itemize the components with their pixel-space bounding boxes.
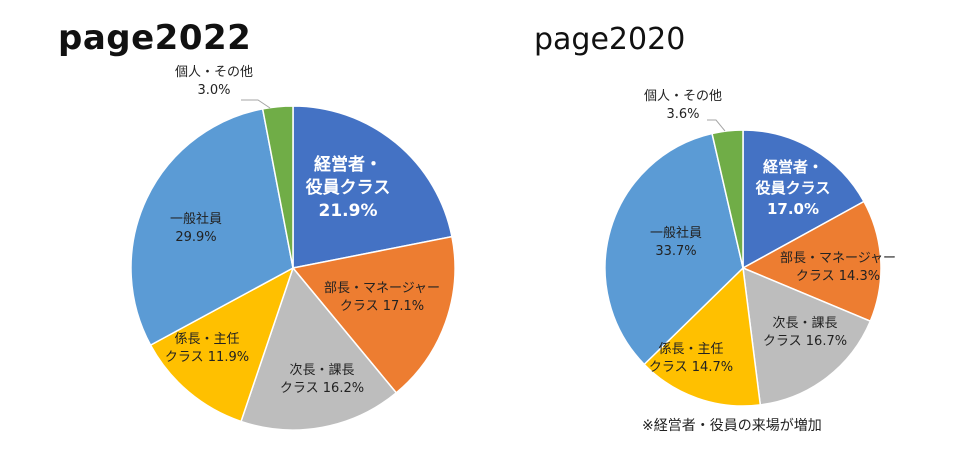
data-label-manager: 部長・マネージャークラス 14.3% xyxy=(780,251,896,284)
data-label-manager: 部長・マネージャークラス 17.1% xyxy=(324,281,440,314)
leader-line xyxy=(241,99,271,109)
leader-line xyxy=(707,119,726,132)
chart-title-2020: page2020 xyxy=(534,22,686,57)
pie-slice-staff xyxy=(130,107,294,347)
pie-slice-section_chief xyxy=(742,266,872,406)
pie-slice-other xyxy=(261,105,294,269)
data-label-staff: 一般社員 33.7% xyxy=(650,225,702,259)
footnote: ※経営者・役員の来場が増加 xyxy=(642,418,822,434)
pie-slice-supervisor xyxy=(643,266,762,407)
pie-slice-manager xyxy=(741,200,882,323)
data-label-supervisor: 係長・主任クラス 11.9% xyxy=(165,332,249,365)
pie-chart-page2020: 経営者・役員クラス 17.0% 部長・マネージャークラス 14.3% 次長・課長クラス… xyxy=(604,89,896,407)
pie-chart-page2022: 経営者・役員クラス 21.9% 部長・マネージャークラス 17.1% 次長・課長クラス… xyxy=(130,65,456,431)
data-label-other: 個人・その他 3.6% xyxy=(644,89,722,122)
data-label-supervisor: 係長・主任クラス 14.7% xyxy=(649,342,733,375)
pie-slice-staff xyxy=(604,132,744,366)
data-label-section_chief: 次長・課長クラス 16.2% xyxy=(280,362,364,396)
data-label-executive: 経営者・役員クラス 17.0% xyxy=(756,158,831,218)
pie-slice-executive xyxy=(292,105,453,269)
pie-slice-executive xyxy=(742,129,865,270)
data-label-staff: 一般社員 29.9% xyxy=(170,211,222,245)
pie-slice-other xyxy=(711,129,744,269)
chart-title-2022: page2022 xyxy=(58,18,252,58)
data-label-other: 個人・その他 3.0% xyxy=(175,65,253,98)
pie-slice-supervisor xyxy=(149,266,295,423)
pie-slice-manager xyxy=(291,235,456,394)
data-label-executive: 経営者・役員クラス 21.9% xyxy=(306,154,391,221)
data-label-section_chief: 次長・課長クラス 16.7% xyxy=(763,315,847,349)
